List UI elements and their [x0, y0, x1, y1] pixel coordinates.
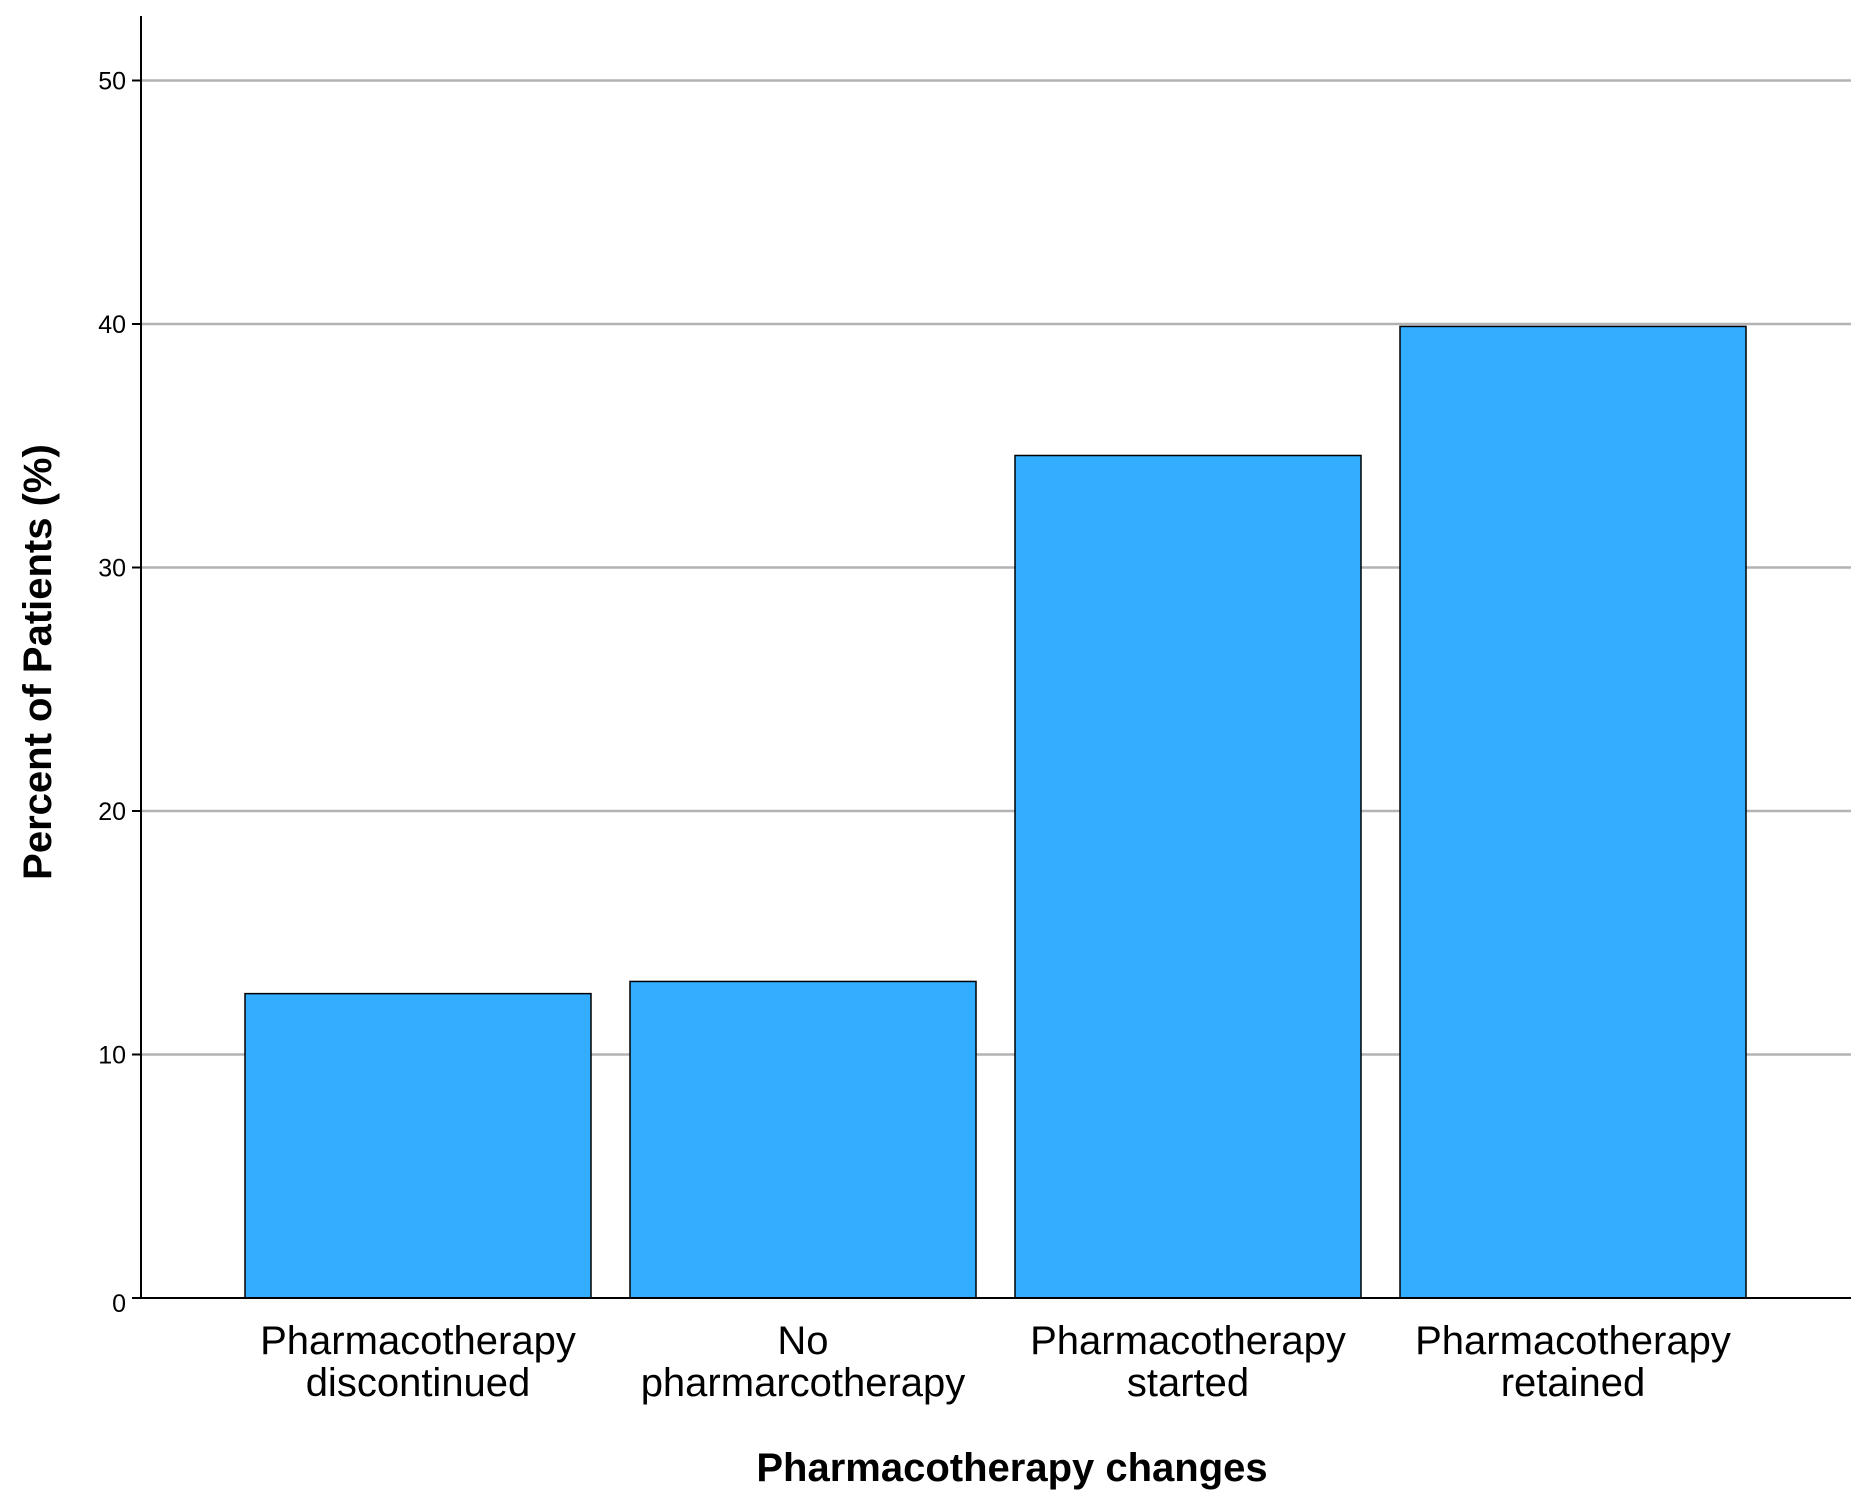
x-tick-label: Pharmacotherapy started — [1030, 1319, 1346, 1405]
bar — [244, 992, 592, 1299]
y-axis-title: Percent of Patients (%) — [16, 444, 60, 880]
x-tick-label-line: Pharmacotherapy — [1030, 1319, 1346, 1363]
y-tick-label: 20 — [98, 798, 126, 826]
bars — [244, 325, 1747, 1299]
x-tick-label-line: pharmarcotherapy — [641, 1361, 966, 1405]
x-tick-label-line: started — [1127, 1361, 1249, 1405]
x-tick-label: Pharmacotherapy retained — [1415, 1319, 1731, 1405]
bar — [1014, 454, 1362, 1299]
x-axis-title: Pharmacotherapy changes — [756, 1446, 1267, 1490]
y-tick-label: 10 — [98, 1042, 126, 1070]
y-tick-label: 0 — [112, 1290, 126, 1318]
y-tick-label: 50 — [98, 68, 126, 96]
x-tick-label-line: discontinued — [306, 1361, 531, 1405]
x-tick-label: No pharmarcotherapy — [641, 1319, 966, 1405]
y-tick-labels: 0 10 20 30 40 50 — [98, 68, 141, 1318]
bar — [629, 980, 977, 1299]
y-tick-label: 30 — [98, 555, 126, 583]
bar — [1399, 325, 1747, 1299]
x-tick-label-line: Pharmacotherapy — [1415, 1319, 1731, 1363]
x-tick-label: Pharmacotherapy discontinued — [260, 1319, 576, 1405]
axes — [140, 16, 1851, 1299]
x-tick-label-line: No — [777, 1319, 828, 1363]
x-tick-label-line: Pharmacotherapy — [260, 1319, 576, 1363]
x-tick-label-line: retained — [1501, 1361, 1646, 1405]
y-tick-label: 40 — [98, 311, 126, 339]
